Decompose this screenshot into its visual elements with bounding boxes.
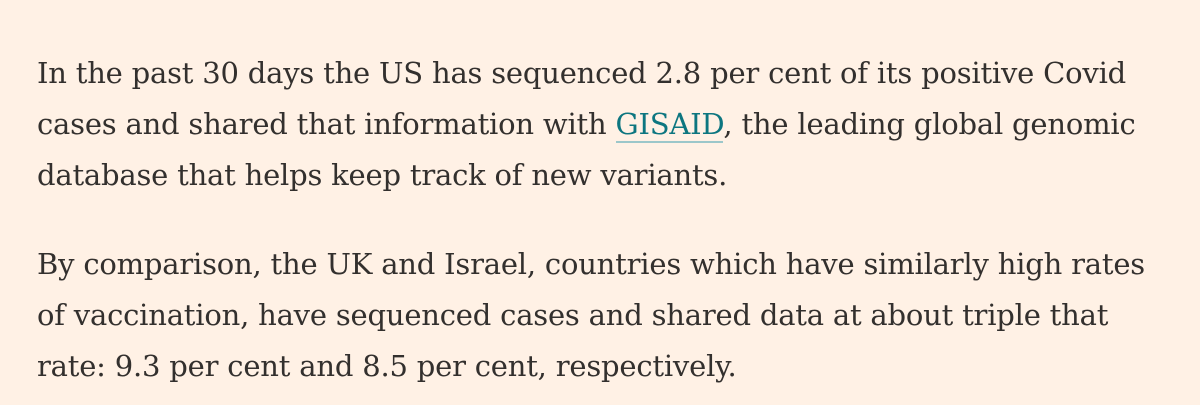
paragraph-uk-israel-comparison: By comparison, the UK and Israel, countr… <box>37 247 1145 383</box>
paragraph-1-text-before-link: In the past 30 days the US has sequenced… <box>37 56 1127 141</box>
paragraph-us-sequencing: In the past 30 days the US has sequenced… <box>37 48 1170 201</box>
gisaid-link[interactable]: GISAID <box>615 107 724 143</box>
paragraph-1-text-after-link: , the leading global genomic database th… <box>37 107 1136 192</box>
